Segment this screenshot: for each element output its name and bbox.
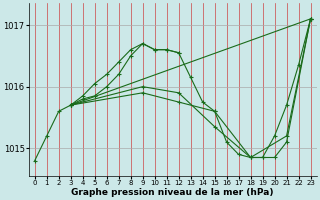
- X-axis label: Graphe pression niveau de la mer (hPa): Graphe pression niveau de la mer (hPa): [71, 188, 274, 197]
